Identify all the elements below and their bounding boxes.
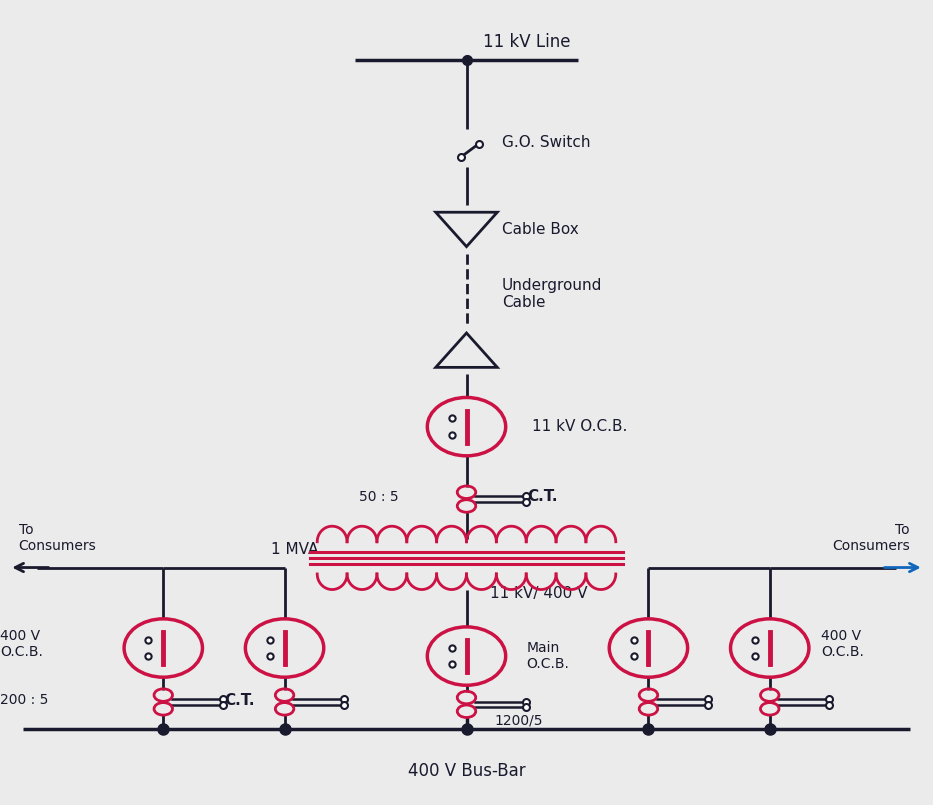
- Text: 11 kV Line: 11 kV Line: [483, 33, 571, 51]
- Text: Cable Box: Cable Box: [502, 222, 578, 237]
- Text: To
Consumers: To Consumers: [832, 522, 910, 553]
- Text: Main
O.C.B.: Main O.C.B.: [526, 641, 569, 671]
- Text: 11 kV/ 400 V: 11 kV/ 400 V: [490, 586, 588, 601]
- Text: G.O. Switch: G.O. Switch: [502, 135, 591, 150]
- Text: 11 kV O.C.B.: 11 kV O.C.B.: [532, 419, 627, 434]
- Text: C.T.: C.T.: [527, 489, 558, 504]
- Text: C.T.: C.T.: [224, 693, 255, 708]
- Text: 50 : 5: 50 : 5: [359, 489, 398, 504]
- Text: 400 V
O.C.B.: 400 V O.C.B.: [0, 629, 43, 659]
- Text: 400 V Bus-Bar: 400 V Bus-Bar: [408, 762, 525, 780]
- Text: Underground
Cable: Underground Cable: [502, 278, 603, 310]
- Text: 1 MVA: 1 MVA: [271, 543, 318, 557]
- Text: 400 V
O.C.B.: 400 V O.C.B.: [821, 629, 864, 659]
- Text: 1200/5: 1200/5: [494, 713, 543, 728]
- Text: To
Consumers: To Consumers: [19, 522, 96, 553]
- Text: 200 : 5: 200 : 5: [0, 693, 49, 708]
